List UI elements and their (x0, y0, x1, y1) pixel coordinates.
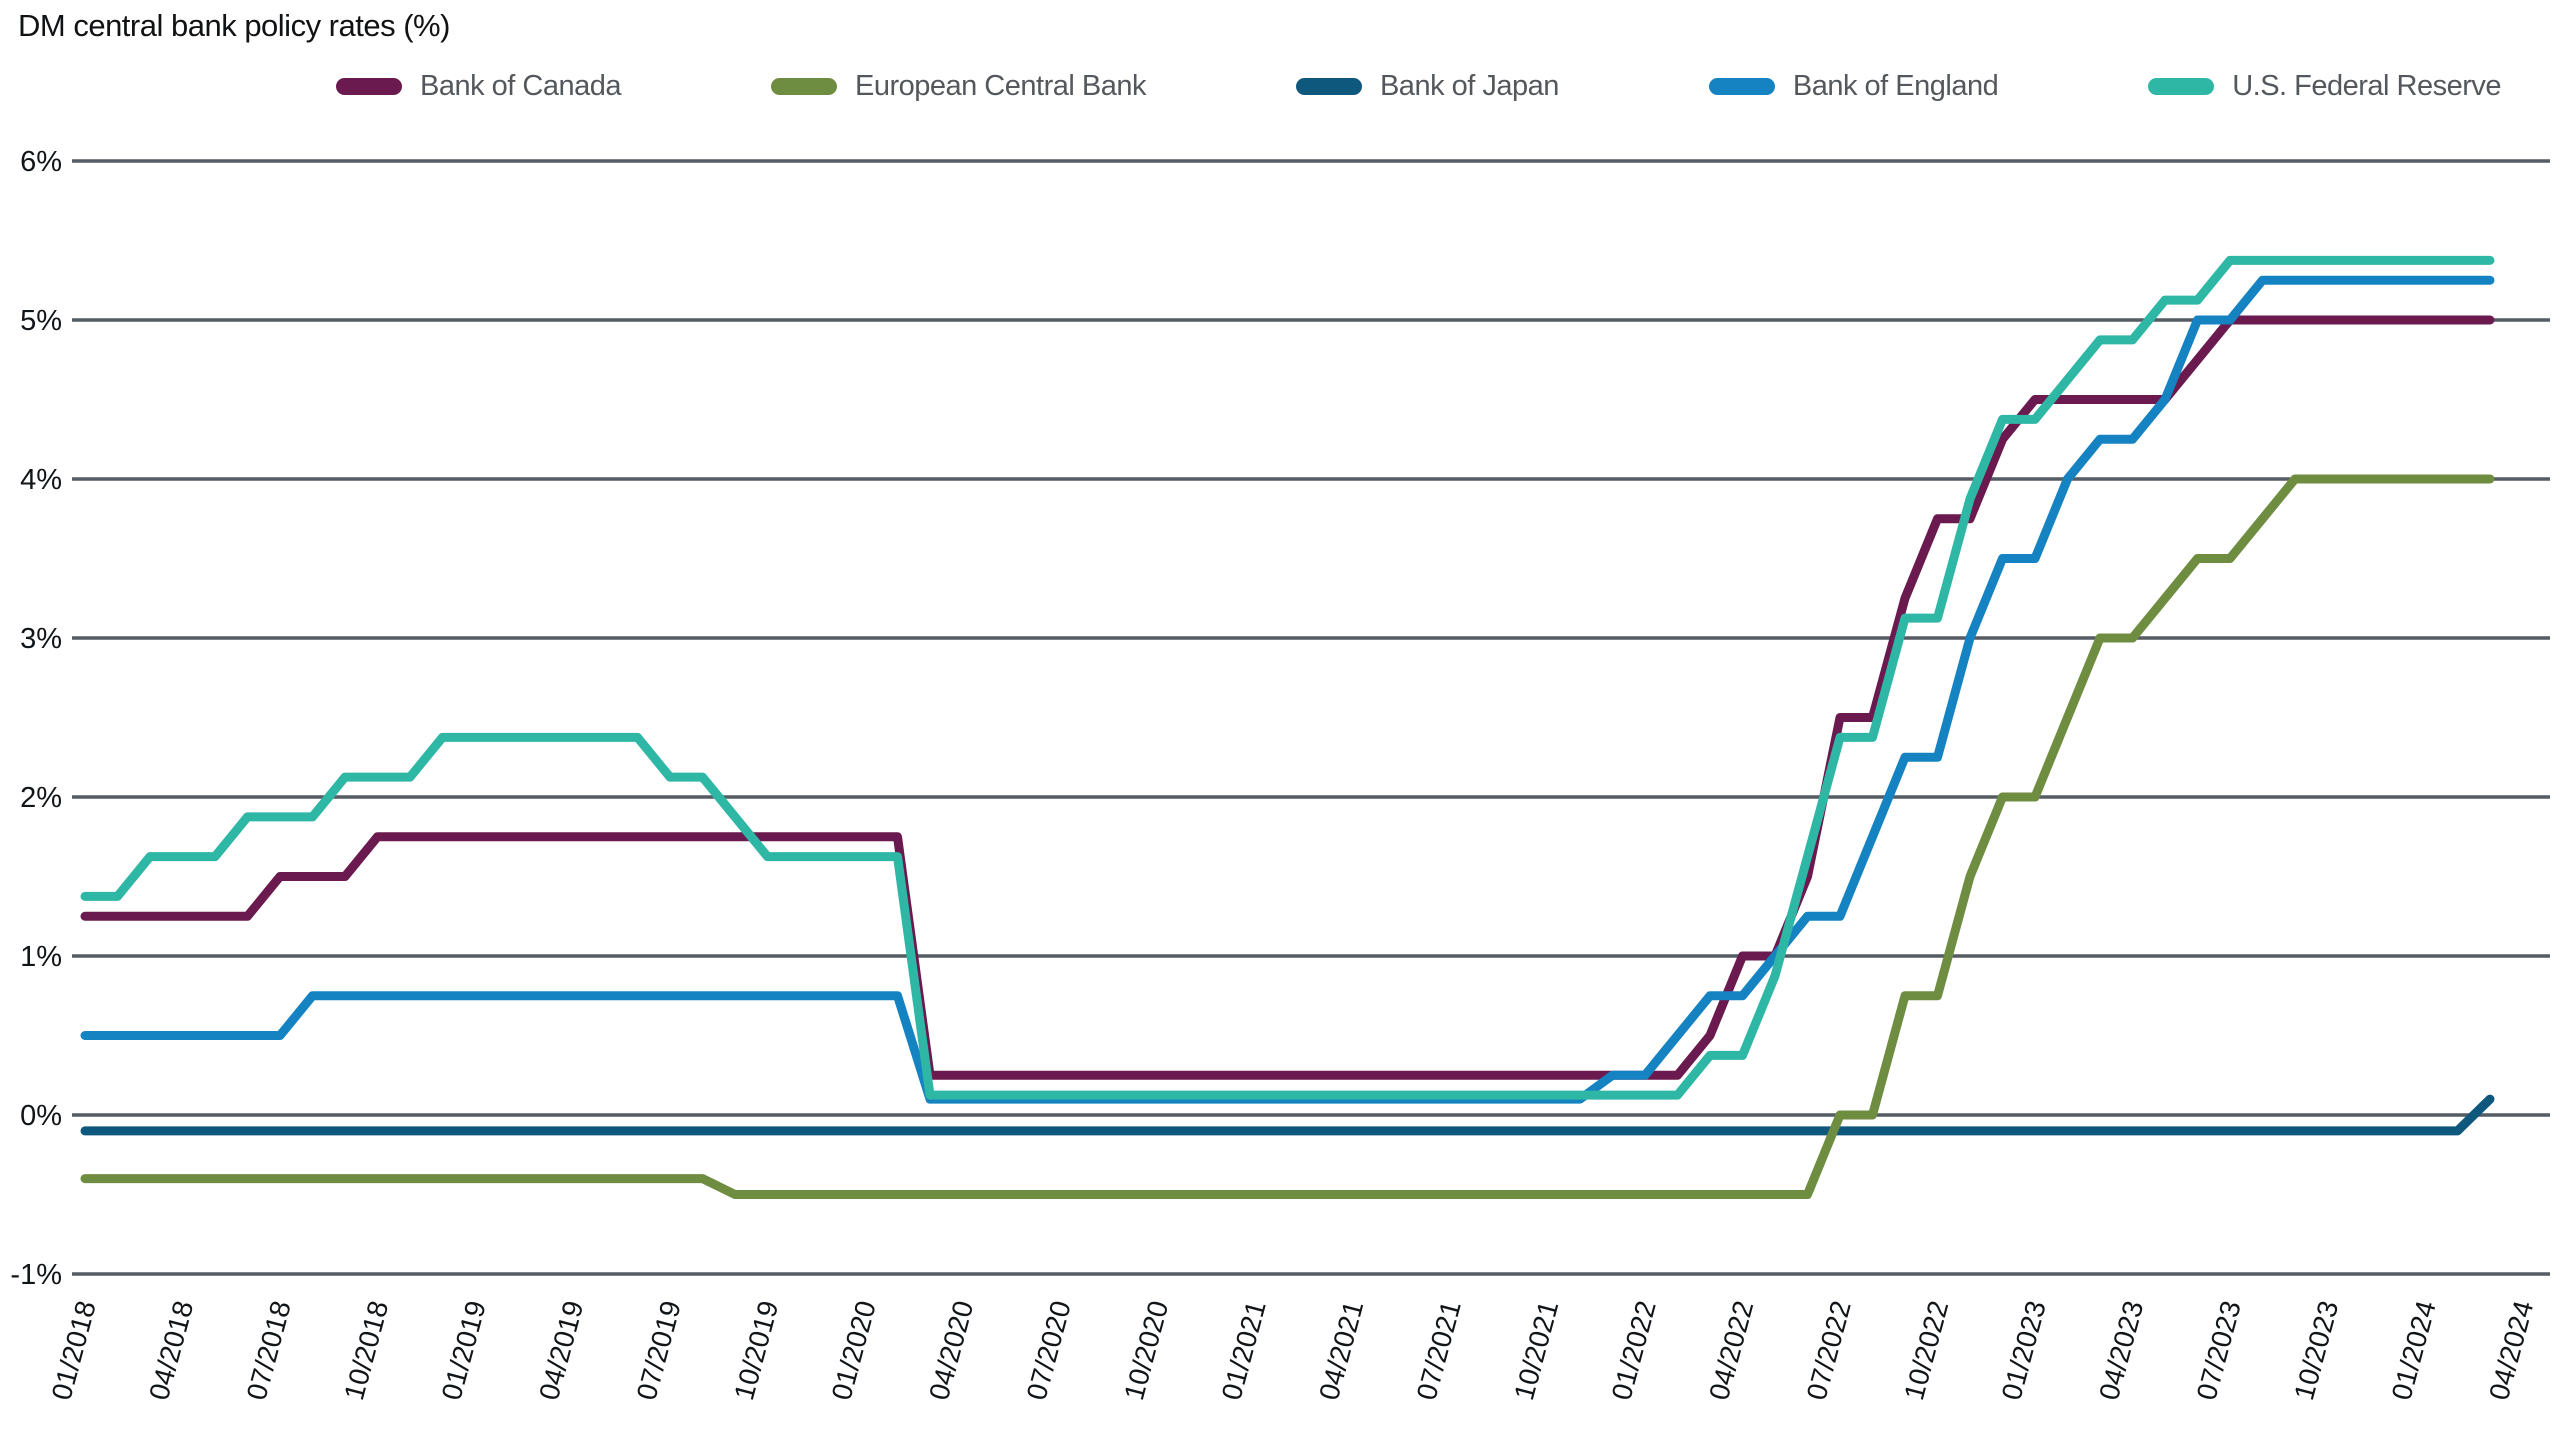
x-tick-label: 07/2019 (631, 1298, 687, 1404)
x-tick-label: 04/2023 (2093, 1298, 2149, 1404)
x-tick-label: 10/2019 (728, 1298, 784, 1404)
series-line-bank-of-canada (80, 315, 2495, 1080)
series-line-u-s-federal-reserve (80, 255, 2495, 1100)
legend: Bank of Canada European Central Bank Bank … (336, 70, 2502, 103)
legend-item-bank-of-canada: Bank of Canada (336, 70, 621, 103)
y-tick-label: 1% (20, 941, 62, 973)
x-tick-label: 01/2018 (46, 1298, 102, 1404)
legend-label: Bank of Canada (420, 70, 621, 102)
x-tick-label: 07/2020 (1021, 1298, 1077, 1404)
legend-swatch-bank-of-canada (336, 78, 402, 95)
y-tick-label: -1% (10, 1259, 62, 1291)
x-tick-label: 07/2022 (1801, 1298, 1857, 1404)
x-tick-label: 10/2018 (338, 1298, 394, 1404)
x-tick-label: 04/2020 (923, 1298, 979, 1404)
y-tick-label: 4% (20, 464, 62, 496)
legend-swatch-bank-of-japan (1295, 78, 1362, 95)
x-tick-label: 01/2020 (826, 1298, 882, 1404)
x-tick-label: 07/2023 (2191, 1298, 2247, 1404)
legend-label: Bank of England (1792, 70, 1999, 102)
x-tick-label: 01/2019 (436, 1298, 492, 1404)
chart-title: DM central bank policy rates (%) (18, 8, 450, 43)
x-tick-label: 01/2021 (1216, 1298, 1272, 1404)
legend-swatch-bank-of-england (1708, 78, 1775, 95)
x-tick-label: 07/2021 (1411, 1298, 1467, 1404)
x-tick-label: 07/2018 (241, 1298, 297, 1404)
x-tick-label: 04/2021 (1313, 1298, 1369, 1404)
legend-swatch-u-s-federal-reserve (2148, 78, 2215, 95)
x-tick-label: 04/2022 (1703, 1298, 1759, 1404)
legend-item-u-s-federal-reserve: U.S. Federal Reserve (2148, 70, 2502, 103)
x-tick-label: 01/2022 (1606, 1298, 1662, 1404)
legend-label: Bank of Japan (1379, 70, 1559, 102)
y-tick-label: 6% (20, 146, 62, 178)
legend-swatch-european-central-bank (770, 78, 837, 95)
series-line-bank-of-japan (80, 1094, 2495, 1136)
legend-item-bank-of-japan: Bank of Japan (1295, 70, 1559, 103)
legend-label: European Central Bank (854, 70, 1146, 102)
x-tick-label: 10/2022 (1898, 1298, 1954, 1404)
y-tick-label: 0% (20, 1100, 62, 1132)
legend-item-bank-of-england: Bank of England (1708, 70, 1999, 103)
series-line-european-central-bank (80, 474, 2495, 1199)
y-tick-label: 3% (20, 623, 62, 655)
x-tick-label: 04/2018 (143, 1298, 199, 1404)
x-tick-label: 10/2021 (1508, 1298, 1564, 1404)
y-tick-label: 5% (20, 305, 62, 337)
x-tick-label: 01/2023 (1996, 1298, 2052, 1404)
legend-label: U.S. Federal Reserve (2232, 70, 2502, 102)
x-tick-label: 10/2023 (2288, 1298, 2344, 1404)
x-tick-label: 01/2024 (2386, 1298, 2442, 1404)
x-tick-label: 10/2020 (1118, 1298, 1174, 1404)
y-tick-label: 2% (20, 782, 62, 814)
x-tick-label: 04/2019 (533, 1298, 589, 1404)
x-tick-label: 04/2024 (2483, 1298, 2539, 1404)
legend-item-european-central-bank: European Central Bank (770, 70, 1146, 103)
